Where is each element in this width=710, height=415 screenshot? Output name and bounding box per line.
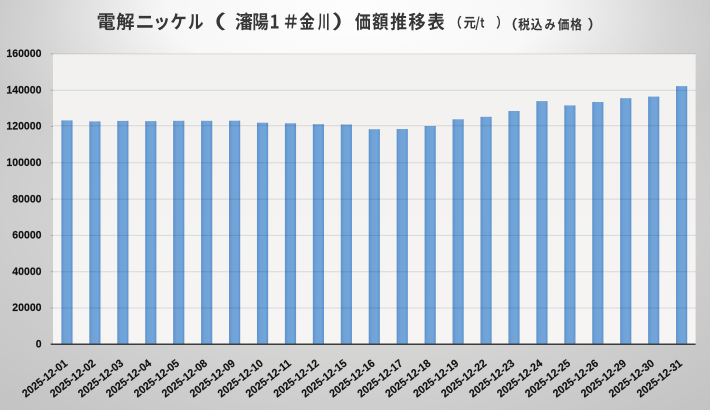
svg-text:20000: 20000: [12, 302, 41, 314]
svg-text:80000: 80000: [12, 193, 41, 205]
svg-text:40000: 40000: [12, 266, 41, 278]
svg-text:100000: 100000: [6, 157, 41, 169]
svg-text:0: 0: [36, 339, 42, 351]
svg-text:120000: 120000: [6, 121, 41, 133]
svg-text:160000: 160000: [6, 48, 41, 60]
svg-text:60000: 60000: [12, 230, 41, 242]
svg-text:140000: 140000: [6, 84, 41, 96]
